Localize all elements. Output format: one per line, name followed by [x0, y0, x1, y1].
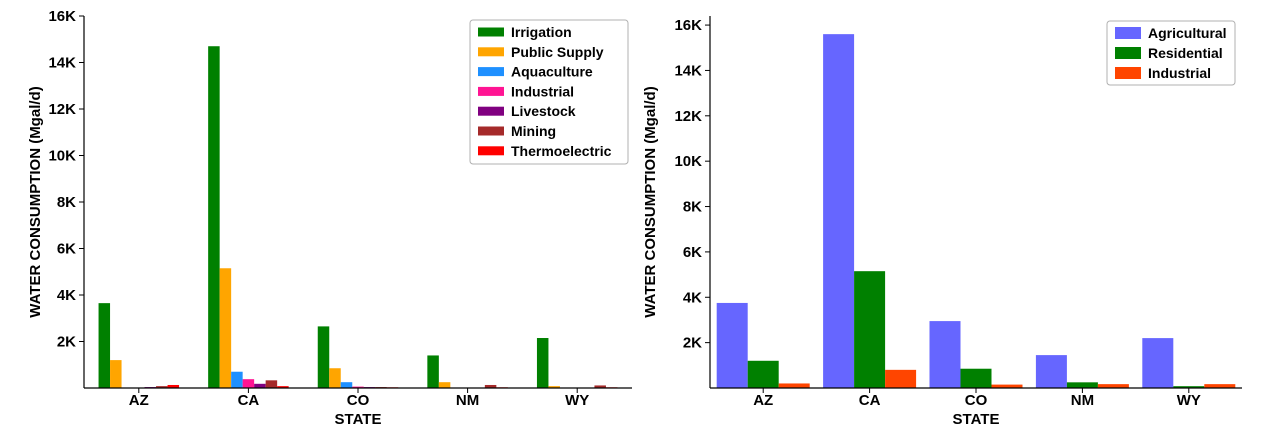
chart-2: 2K 4K 6K 8K 10K 12K 14K 16K AZ CA CO NM WY STATE WATER…: [642, 16, 1242, 428]
x-tick-label: CA: [238, 392, 260, 409]
y-axis-title: WATER CONSUMPTION (Mgal/d): [642, 86, 659, 317]
y-tick-label: 6K: [683, 244, 702, 261]
bar-residential-wy: [1173, 386, 1205, 388]
legend-swatch-aquaculture: [478, 67, 504, 77]
legend-label-mining: Mining: [511, 123, 556, 139]
x-tick-label: WY: [565, 392, 589, 409]
x-tick-label: NM: [456, 392, 479, 409]
legend-label-agricultural: Agricultural: [1148, 25, 1227, 41]
y-tick-label: 8K: [57, 194, 76, 211]
legend-swatch-thermoelectric: [478, 146, 504, 156]
legend-swatch-residential: [1115, 47, 1141, 59]
x-tick-label: AZ: [753, 392, 773, 409]
y-tick-label: 6K: [57, 241, 76, 258]
bar-irrigation-ca: [208, 46, 220, 388]
chart-1: 2K 4K 6K 8K 10K 12K 14K 16K AZ CA CO NM WY STATE WATER…: [27, 8, 632, 428]
bar-industrial-co: [352, 386, 364, 388]
legend-swatch-irrigation: [478, 27, 504, 37]
bar-irrigation-az: [98, 303, 111, 388]
y-tick-label: 12K: [48, 101, 76, 118]
y-tick-label: 14K: [48, 55, 76, 72]
bar-agricultural-az: [716, 302, 748, 388]
bar-residential-co: [960, 368, 992, 388]
legend-swatch-industrial: [1115, 67, 1141, 79]
x-tick-label: CA: [859, 392, 881, 409]
y-tick-label: 14K: [674, 62, 702, 79]
bar-aquaculture-ca: [231, 371, 243, 388]
legend-label-thermoelectric: Thermoelectric: [511, 143, 612, 159]
legend-swatch-public-supply: [478, 47, 504, 57]
y-tick-label: 4K: [683, 289, 702, 306]
legend-label-livestock: Livestock: [511, 103, 576, 119]
bar-industrial-wy: [1204, 384, 1236, 388]
x-tick-label: CO: [347, 392, 370, 409]
bar-public-supply-co: [329, 368, 341, 388]
bar-agricultural-ca: [823, 34, 855, 389]
legend-label-irrigation: Irrigation: [511, 24, 572, 40]
bar-mining-ca: [265, 380, 278, 388]
bar-public-supply-az: [110, 360, 122, 388]
bar-agricultural-co: [929, 321, 961, 388]
legend-label-aquaculture: Aquaculture: [511, 64, 593, 80]
legend: Irrigation Public Supply Aquaculture Indust…: [469, 19, 629, 165]
bar-thermoelectric-ca: [277, 386, 289, 388]
y-tick-label: 2K: [57, 334, 76, 351]
legend-label-industrial: Industrial: [511, 83, 574, 99]
legend-frame: [469, 19, 629, 165]
y-tick-label: 2K: [683, 335, 702, 352]
y-tick-label: 10K: [48, 148, 76, 165]
legend-swatch-agricultural: [1115, 27, 1141, 39]
bar-agricultural-nm: [1035, 355, 1067, 388]
x-tick-label: NM: [1071, 392, 1094, 409]
bar-industrial-nm: [1097, 384, 1129, 388]
x-tick-label: CO: [965, 392, 988, 409]
legend-swatch-livestock: [478, 106, 504, 116]
bar-mining-nm: [484, 384, 497, 388]
bar-irrigation-nm: [427, 355, 439, 388]
y-tick-label: 10K: [674, 153, 702, 170]
bar-agricultural-wy: [1142, 338, 1174, 388]
y-tick-label: 16K: [674, 17, 702, 34]
bar-livestock-ca: [254, 383, 266, 388]
y-tick-label: 8K: [683, 199, 702, 216]
y-tick-label: 4K: [57, 287, 76, 304]
bar-public-supply-nm: [438, 382, 451, 388]
bar-mining-wy: [594, 385, 606, 388]
y-tick-label: 16K: [48, 8, 76, 25]
legend-swatch-mining: [478, 126, 504, 136]
x-tick-label: AZ: [129, 392, 149, 409]
legend-swatch-industrial: [478, 86, 504, 96]
x-axis-title: STATE: [953, 411, 1000, 428]
legend: Agricultural Residential Industrial: [1106, 20, 1236, 86]
x-tick-label: WY: [1177, 392, 1201, 409]
bar-residential-nm: [1066, 382, 1098, 388]
bar-mining-az: [156, 386, 168, 388]
legend-label-industrial: Industrial: [1148, 65, 1211, 81]
bar-industrial-az: [778, 383, 810, 388]
bar-irrigation-wy: [536, 338, 549, 388]
y-tick-label: 12K: [674, 108, 702, 125]
bar-public-supply-wy: [548, 386, 560, 388]
bar-industrial-ca: [885, 369, 917, 388]
y-axis-title: WATER CONSUMPTION (Mgal/d): [27, 86, 44, 317]
x-axis-title: STATE: [335, 411, 382, 428]
bar-irrigation-co: [317, 326, 330, 388]
bar-thermoelectric-az: [167, 384, 180, 388]
bar-aquaculture-co: [340, 382, 353, 388]
bar-industrial-co: [991, 384, 1023, 388]
bar-residential-az: [747, 360, 779, 388]
legend-label-residential: Residential: [1148, 45, 1223, 61]
bar-residential-ca: [854, 271, 886, 388]
bar-public-supply-ca: [219, 268, 232, 388]
bar-industrial-ca: [242, 379, 255, 388]
legend-label-public-supply: Public Supply: [511, 44, 604, 60]
